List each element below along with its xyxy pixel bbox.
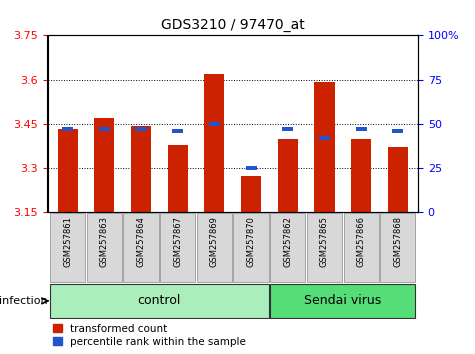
Text: infection: infection xyxy=(0,296,47,306)
Text: control: control xyxy=(138,295,181,307)
Bar xyxy=(246,166,256,170)
Bar xyxy=(241,176,261,212)
Bar xyxy=(392,129,403,133)
FancyBboxPatch shape xyxy=(124,213,159,282)
Bar xyxy=(94,118,114,212)
Bar xyxy=(388,148,408,212)
Text: GSM257861: GSM257861 xyxy=(63,216,72,267)
FancyBboxPatch shape xyxy=(343,213,379,282)
Bar xyxy=(131,126,151,212)
Text: GSM257862: GSM257862 xyxy=(283,216,292,267)
Bar xyxy=(278,139,298,212)
Bar xyxy=(351,139,371,212)
Title: GDS3210 / 97470_at: GDS3210 / 97470_at xyxy=(161,18,304,32)
Text: GSM257865: GSM257865 xyxy=(320,216,329,267)
FancyBboxPatch shape xyxy=(270,213,305,282)
Text: GSM257863: GSM257863 xyxy=(100,216,109,267)
Text: GSM257868: GSM257868 xyxy=(393,216,402,267)
FancyBboxPatch shape xyxy=(380,213,416,282)
Text: GSM257866: GSM257866 xyxy=(357,216,366,267)
Bar xyxy=(172,129,183,133)
Bar xyxy=(62,127,73,131)
FancyBboxPatch shape xyxy=(197,213,232,282)
Bar xyxy=(319,136,330,140)
Bar xyxy=(209,122,220,126)
Bar xyxy=(282,127,294,131)
FancyBboxPatch shape xyxy=(87,213,122,282)
FancyBboxPatch shape xyxy=(50,284,269,318)
FancyBboxPatch shape xyxy=(307,213,342,282)
FancyBboxPatch shape xyxy=(270,284,416,318)
Bar xyxy=(135,127,147,131)
Bar xyxy=(356,127,367,131)
Text: Sendai virus: Sendai virus xyxy=(304,295,381,307)
Bar xyxy=(314,82,334,212)
FancyBboxPatch shape xyxy=(234,213,269,282)
Text: GSM257867: GSM257867 xyxy=(173,216,182,267)
Text: GSM257869: GSM257869 xyxy=(210,216,219,267)
Text: GSM257864: GSM257864 xyxy=(136,216,145,267)
Bar xyxy=(99,127,110,131)
Legend: transformed count, percentile rank within the sample: transformed count, percentile rank withi… xyxy=(53,324,247,347)
FancyBboxPatch shape xyxy=(50,213,86,282)
Bar xyxy=(168,144,188,212)
Bar xyxy=(204,74,225,212)
FancyBboxPatch shape xyxy=(160,213,195,282)
Bar xyxy=(57,129,78,212)
Text: GSM257870: GSM257870 xyxy=(247,216,256,267)
